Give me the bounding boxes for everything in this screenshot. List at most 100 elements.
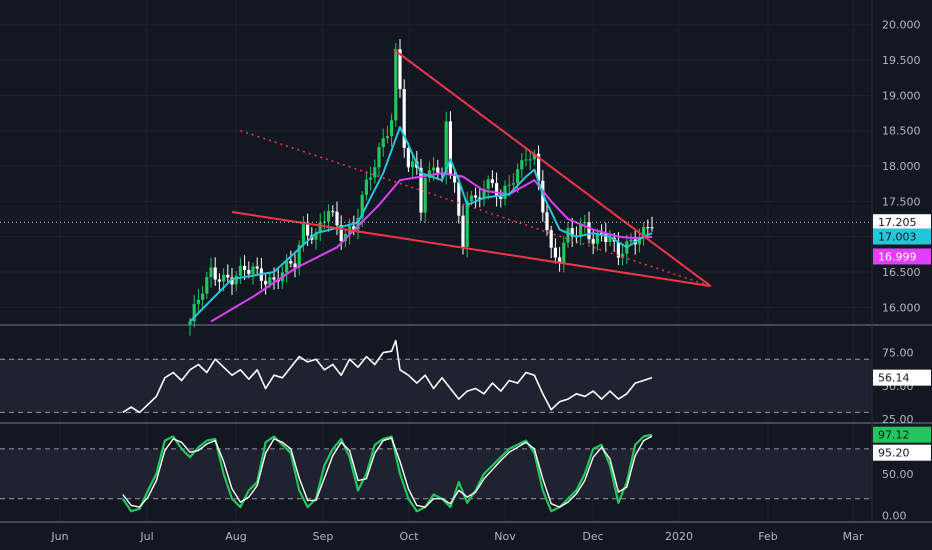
candle-body [268,277,272,285]
ma-fast-badge-bg [873,228,931,245]
candle-body [478,197,482,200]
rsi-tick-label: 25.00 [882,413,914,426]
price-panel[interactable] [0,38,872,336]
stoch-band-fill [0,448,872,499]
time-tick-label: Oct [399,530,419,543]
candle-body [503,185,507,199]
candle-body [406,147,410,168]
price-tick-label: 18.500 [882,125,921,138]
candle-body [646,227,650,229]
candle-body [621,253,625,258]
candle-body [306,224,310,236]
candle-body [499,196,503,199]
candle-body [524,159,528,161]
candle-body [549,230,553,248]
candle-body [432,167,436,171]
candle-body [390,120,394,137]
grid-lines [0,0,872,522]
candle-body [339,225,343,242]
candle-body [423,177,427,213]
candle-body [394,49,398,121]
candle-body [314,232,318,240]
price-tick-label: 16.500 [882,266,921,279]
dotted-trendline [240,129,712,287]
stochastic-panel[interactable] [0,433,872,513]
time-tick-label: Nov [494,530,516,543]
candle-body [209,267,213,278]
candle-body [650,227,654,229]
candle-body [331,211,335,213]
price-tick-label: 17.500 [882,195,921,208]
ma-slow-badge-bg [873,248,931,265]
moving-averages [189,126,653,323]
candle-body [234,275,238,285]
candle-body [448,121,452,176]
ma-slow-badge: 16.999 [878,250,917,263]
ma-slow-line [210,172,653,323]
candle-body [591,239,595,244]
stoch-d-badge-bg [873,444,931,461]
candle-body [642,227,646,239]
candle-body [469,195,473,202]
stoch-d-badge: 95.20 [878,447,910,460]
candle-body [301,224,305,245]
panel-dividers [0,324,932,523]
candle-body [482,188,486,200]
price-tick-label: 18.000 [882,160,921,173]
candle-body [520,160,524,170]
candle-body [285,261,289,273]
stoch-tick-label: 50.00 [882,468,914,481]
candle-body [528,159,532,161]
time-axis[interactable]: Jun Jul Aug Sep Oct Nov Dec 2020 Feb Mar [50,530,863,543]
stoch-k-badge-bg [873,426,931,443]
candle-body [436,167,440,173]
candle-body [398,49,402,90]
trendlines [231,48,712,288]
candle-body [570,228,574,237]
candle-body [222,274,226,282]
candle-body [490,179,494,184]
candle-body [411,161,415,168]
last-price-badge: 17.205 [878,216,917,229]
candle-body [465,201,469,248]
candle-body [444,121,448,175]
candle-body [507,184,511,186]
candle-body [595,232,599,244]
candle-body [419,167,423,213]
price-tick-label: 19.500 [882,54,921,67]
candle-body [385,136,389,139]
rsi-line [122,339,653,414]
candle-body [608,237,612,243]
candle-body [427,170,431,178]
candle-body [196,299,200,304]
candlesticks [188,38,654,336]
candle-body [192,303,196,322]
candle-body [532,153,536,160]
candle-body [373,167,377,178]
solid-trendline [393,48,712,287]
last-price-badge-bg [873,214,931,231]
solid-trendline [231,210,711,288]
candle-body [516,169,520,184]
time-tick-label: Sep [313,530,334,543]
candle-body [453,175,457,183]
candle-body [247,269,251,275]
time-tick-label: Jul [139,530,153,543]
candle-body [558,257,562,263]
candle-body [377,147,381,168]
time-tick-label: 2020 [665,530,693,543]
candle-body [226,274,230,278]
candle-body [495,183,499,197]
candle-body [369,177,373,180]
rsi-panel[interactable] [0,339,872,414]
candle-body [604,233,608,243]
candle-body [629,239,633,242]
time-tick-label: Feb [758,530,777,543]
rsi-tick-label: 75.00 [882,347,914,360]
candle-body [402,89,406,148]
rsi-value-badge-bg [873,369,931,386]
price-axis[interactable]: 16.00016.50017.00017.50018.00018.50019.0… [871,0,921,522]
candle-body [364,179,368,195]
candle-body [293,263,297,268]
